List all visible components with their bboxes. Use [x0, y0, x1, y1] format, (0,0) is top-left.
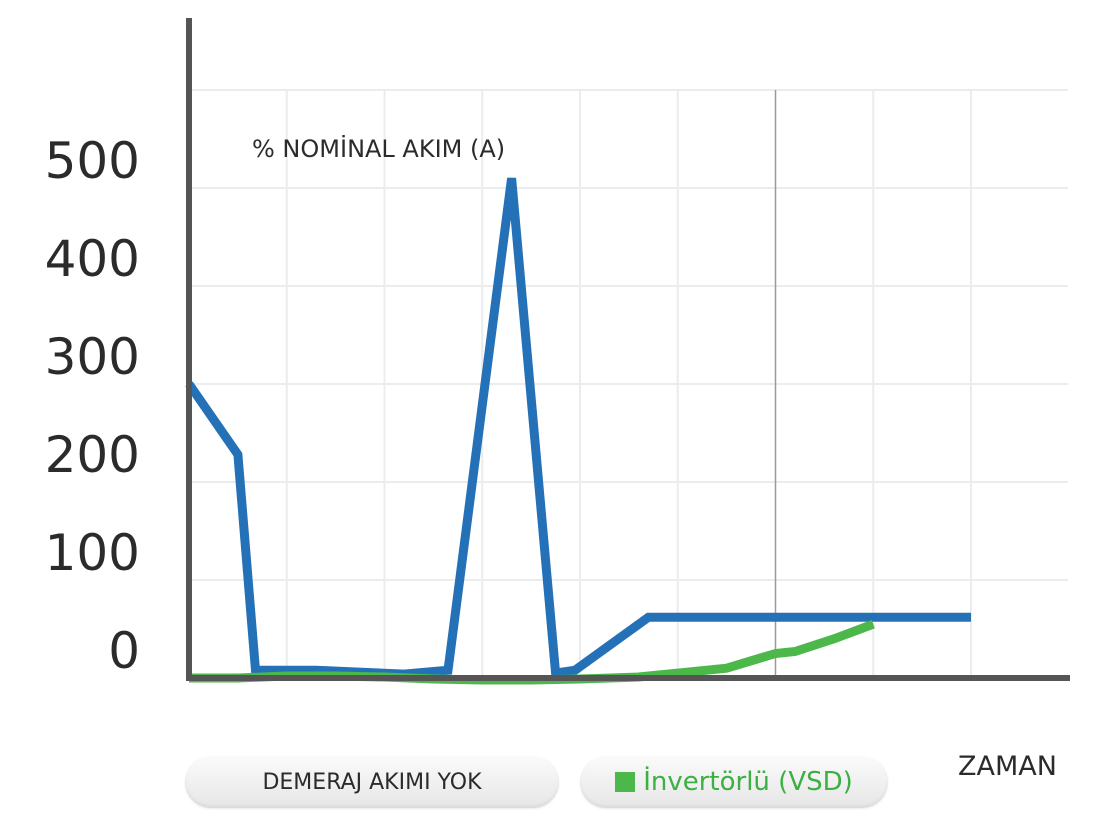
y-tick-label: 200	[45, 426, 140, 484]
y-tick-labels: 0 100 200 300 400 500	[45, 132, 140, 680]
series-line-demeraj	[185, 177, 971, 679]
y-tick-label: 0	[108, 622, 140, 680]
series-line-vsd	[189, 619, 875, 685]
legend-item-demeraj[interactable]: DEMERAJ AKIMI YOK	[185, 756, 559, 808]
x-axis-label: ZAMAN	[958, 751, 1057, 782]
legend-swatch-vsd	[615, 772, 636, 792]
y-tick-label: 100	[45, 524, 140, 582]
chart-title: % NOMİNAL AKIM (A)	[252, 134, 505, 163]
legend-label-vsd: İnvertörlü (VSD)	[643, 767, 853, 797]
grid	[189, 89, 1068, 678]
legend-item-vsd[interactable]: İnvertörlü (VSD)	[580, 756, 888, 808]
y-tick-label: 300	[45, 328, 140, 386]
y-tick-label: 500	[45, 132, 140, 190]
legend-label-demeraj: DEMERAJ AKIMI YOK	[262, 769, 482, 795]
y-tick-label: 400	[45, 230, 140, 288]
